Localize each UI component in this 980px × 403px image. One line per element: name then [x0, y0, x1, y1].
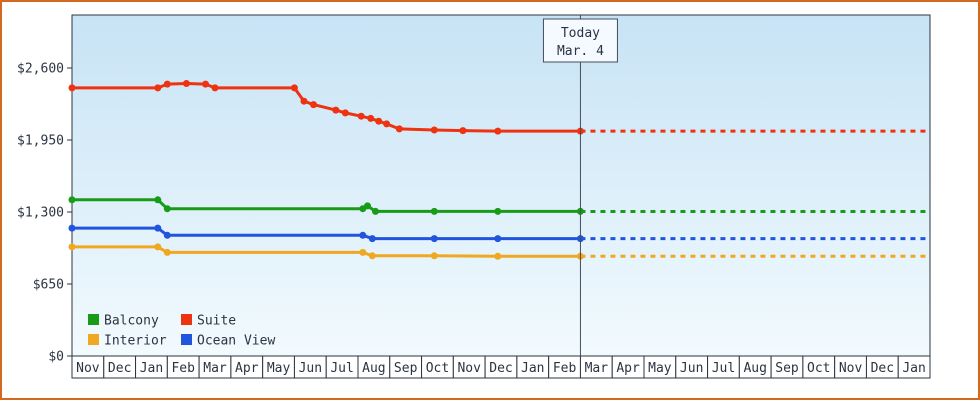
data-point-suite [154, 84, 162, 92]
data-point-ocean-view [163, 231, 171, 239]
data-point-interior [430, 252, 438, 260]
month-label: Jul [330, 361, 353, 376]
legend-swatch-ocean-view [181, 334, 192, 345]
month-label: Sep [394, 361, 418, 376]
month-label: Aug [743, 361, 766, 376]
legend-swatch-interior [88, 334, 99, 345]
y-axis-label: $1,950 [17, 134, 64, 149]
data-point-ocean-view [494, 235, 502, 243]
data-point-suite [211, 84, 219, 92]
month-label: Jan [902, 361, 925, 376]
data-point-balcony [430, 207, 438, 215]
data-point-suite [395, 125, 403, 133]
data-point-balcony [364, 202, 371, 210]
data-point-suite [494, 127, 502, 135]
legend-label-interior: Interior [104, 334, 167, 349]
data-point-suite [341, 109, 349, 117]
month-label: Feb [171, 361, 195, 376]
data-point-suite [430, 126, 438, 134]
y-axis-label: $650 [33, 278, 64, 293]
today-label-line2: Mar. 4 [557, 44, 604, 59]
data-point-interior [68, 243, 76, 251]
y-axis-label: $2,600 [17, 62, 64, 77]
month-label: Oct [807, 361, 830, 376]
data-point-suite [300, 97, 308, 105]
data-point-suite [290, 84, 298, 92]
legend-label-suite: Suite [197, 314, 236, 329]
month-label: Aug [362, 361, 385, 376]
month-label: Apr [235, 361, 259, 376]
month-label: Oct [426, 361, 449, 376]
data-point-suite [202, 80, 209, 88]
data-point-suite [383, 120, 391, 128]
month-label: Nov [76, 361, 100, 376]
month-label: Mar [585, 361, 609, 376]
data-point-balcony [494, 207, 502, 215]
data-point-balcony [68, 196, 76, 204]
data-point-suite [357, 112, 365, 120]
month-label: Dec [871, 361, 894, 376]
month-label: Feb [553, 361, 577, 376]
data-point-suite [182, 80, 190, 87]
data-point-interior [163, 248, 171, 256]
data-point-interior [494, 252, 502, 260]
data-point-balcony [372, 207, 379, 215]
month-label: Jan [140, 361, 163, 376]
legend-label-ocean-view: Ocean View [197, 334, 275, 349]
data-point-ocean-view [154, 224, 162, 232]
month-label: Jun [299, 361, 322, 376]
month-label: Apr [616, 361, 640, 376]
data-point-ocean-view [430, 235, 438, 243]
today-label-box [542, 18, 618, 63]
month-label: Nov [457, 361, 481, 376]
data-point-interior [368, 252, 376, 260]
data-point-suite [459, 127, 467, 135]
chart-canvas: $0 $650 $1,300 $1,950 $2,600 Nov Dec Jan Feb Mar A… [17, 14, 931, 379]
data-point-interior [154, 243, 162, 251]
legend-label-balcony: Balcony [104, 314, 159, 329]
plot-area [71, 14, 931, 357]
month-label: Nov [839, 361, 863, 376]
month-label: Sep [775, 361, 799, 376]
data-point-interior [359, 248, 367, 256]
data-point-ocean-view [368, 235, 376, 243]
month-label: May [267, 361, 291, 376]
data-point-ocean-view [68, 224, 76, 232]
data-point-suite [163, 80, 171, 88]
data-point-suite [332, 106, 340, 114]
legend-swatch-balcony [88, 314, 99, 325]
data-point-balcony [154, 196, 162, 204]
month-label: Dec [489, 361, 512, 376]
month-label: Jul [712, 361, 735, 376]
data-point-ocean-view [359, 231, 367, 239]
data-point-suite [310, 101, 317, 109]
month-cell [897, 355, 931, 379]
month-label: May [648, 361, 672, 376]
y-axis-label: $0 [48, 350, 64, 365]
month-label: Jun [680, 361, 703, 376]
data-point-suite [367, 114, 375, 122]
month-label: Mar [203, 361, 227, 376]
month-label: Dec [108, 361, 131, 376]
month-label: Jan [521, 361, 544, 376]
y-axis-label: $1,300 [17, 206, 64, 221]
today-label-line1: Today [561, 26, 600, 41]
data-point-balcony [163, 205, 171, 213]
data-point-suite [375, 117, 383, 125]
legend-swatch-suite [181, 314, 192, 325]
data-point-suite [68, 84, 76, 92]
